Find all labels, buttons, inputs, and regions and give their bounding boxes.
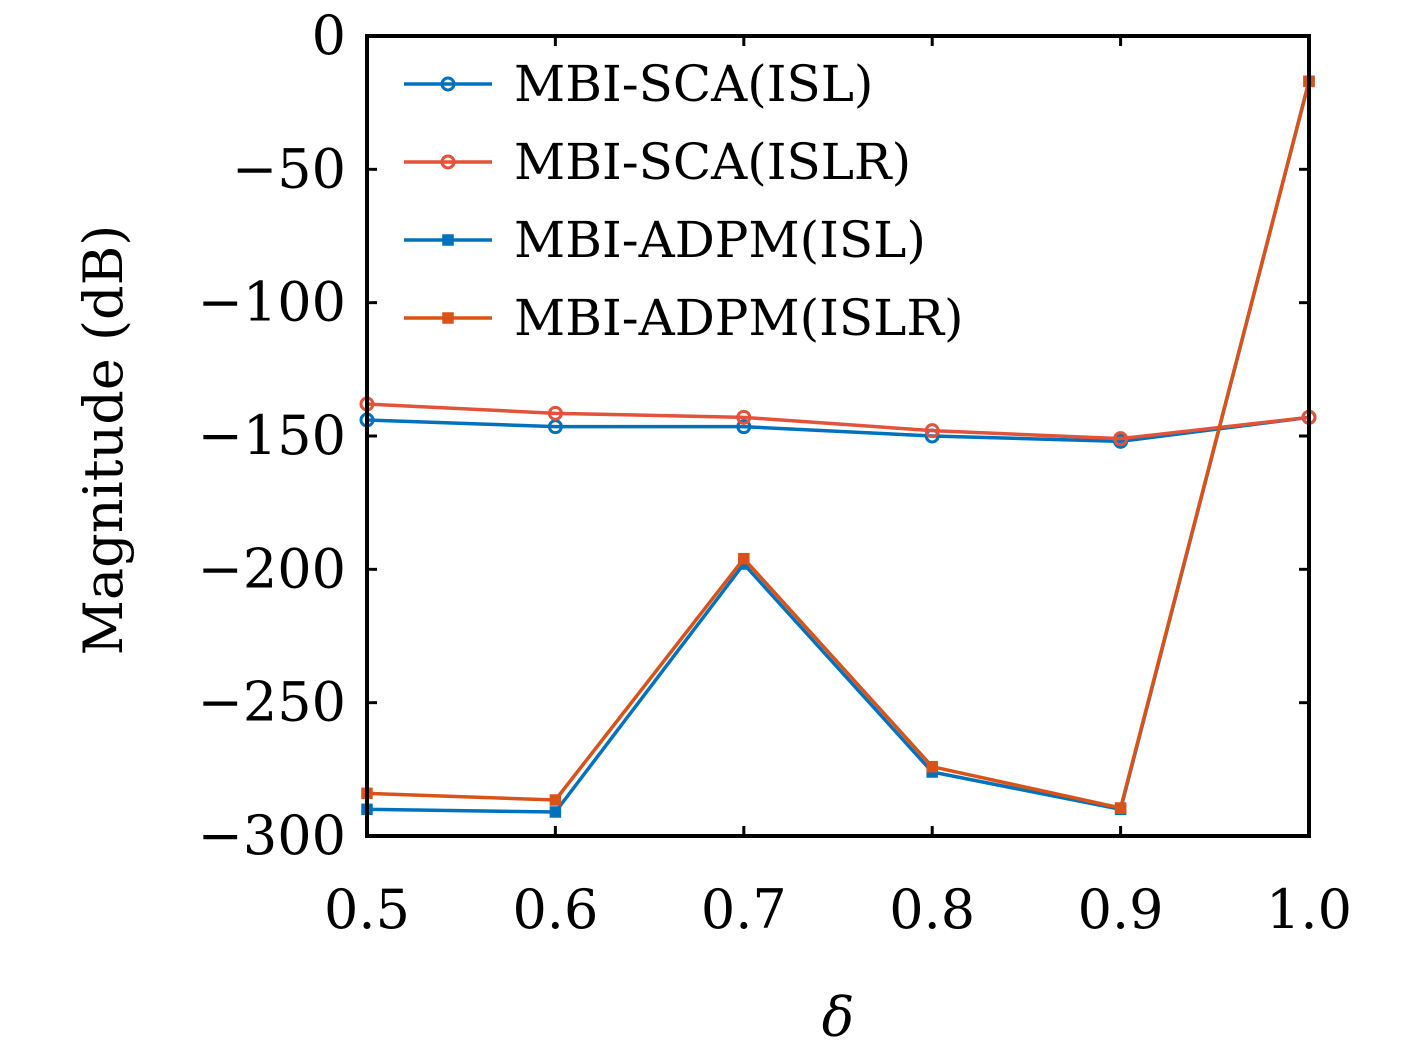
- y-tick-label: −100: [198, 271, 346, 334]
- legend-label: MBI-ADPM(ISLR): [514, 289, 964, 347]
- legend-label: MBI-ADPM(ISL): [514, 211, 926, 269]
- plot-area: [359, 75, 1317, 818]
- x-axis-label: δ: [822, 986, 855, 1049]
- y-tick-label: 0: [312, 4, 346, 67]
- x-tick-label: 0.6: [512, 878, 598, 941]
- series-marker: [549, 806, 562, 818]
- series-marker: [736, 419, 752, 435]
- series-marker: [1114, 802, 1127, 814]
- series-1: [359, 409, 1317, 449]
- x-tick-label: 0.5: [324, 878, 410, 941]
- series-marker: [442, 312, 454, 324]
- series-marker: [738, 552, 750, 565]
- x-tick-label: 0.8: [889, 878, 975, 941]
- legend-item: MBI-ADPM(ISL): [404, 211, 926, 269]
- series-line: [366, 402, 1310, 441]
- series-marker: [1113, 431, 1129, 447]
- series-marker: [924, 423, 940, 439]
- legend-item: MBI-SCA(ISL): [404, 55, 873, 113]
- y-axis: 0 −50 −100 −150 −200 −250 −300: [198, 4, 1309, 867]
- series-marker: [442, 234, 454, 246]
- x-tick-label: 0.9: [1078, 878, 1164, 941]
- y-tick-label: −250: [198, 671, 346, 734]
- y-tick-label: −200: [198, 537, 346, 600]
- series-2: [359, 396, 1317, 447]
- series-marker: [440, 154, 456, 170]
- x-tick-label: 0.7: [701, 878, 787, 941]
- legend: MBI-SCA(ISL) MBI-SCA(ISLR) MBI-ADPM(ISL) MB…: [404, 55, 964, 347]
- legend-label: MBI-SCA(ISLR): [514, 133, 911, 191]
- series-marker: [547, 405, 563, 421]
- series-marker: [549, 794, 562, 806]
- legend-item: MBI-ADPM(ISLR): [404, 289, 964, 347]
- legend-item: MBI-SCA(ISLR): [404, 133, 911, 191]
- x-axis: 0.5 0.6 0.7 0.8 0.9 1.0: [324, 36, 1352, 941]
- series-marker: [926, 760, 938, 773]
- x-tick-label: 1.0: [1266, 878, 1352, 941]
- y-tick-label: −300: [198, 804, 346, 867]
- legend-label: MBI-SCA(ISL): [514, 55, 873, 113]
- y-axis-label: Magnitude (dB): [72, 225, 135, 656]
- series-marker: [440, 76, 456, 92]
- series-marker: [736, 409, 752, 425]
- series-line: [366, 415, 1310, 444]
- y-tick-label: −150: [198, 404, 346, 467]
- series-line: [366, 80, 1311, 810]
- y-tick-label: −50: [232, 137, 346, 200]
